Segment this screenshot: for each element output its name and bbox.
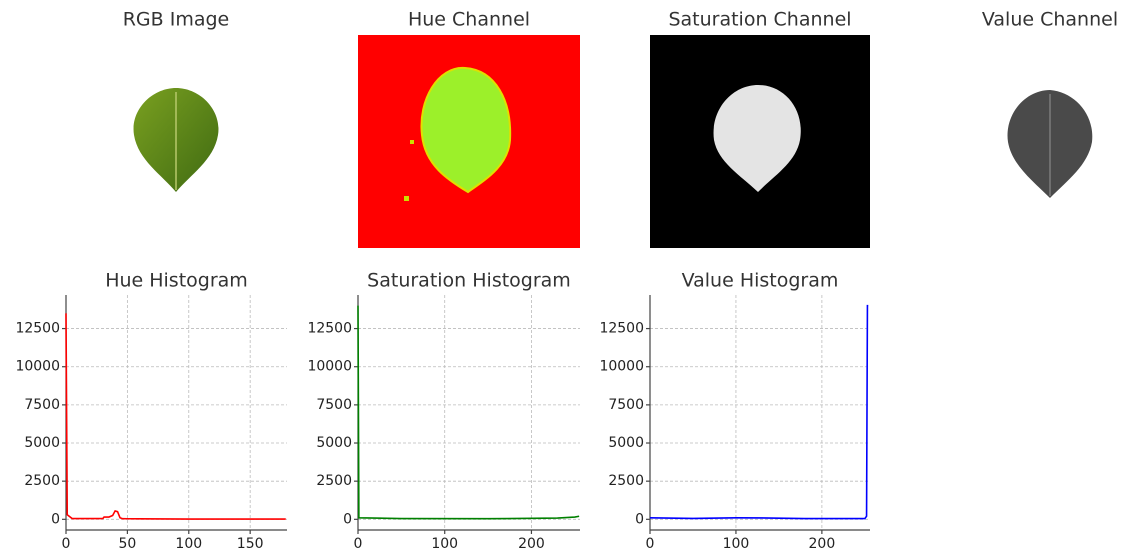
x-tick-label: 100 [723, 536, 750, 552]
histogram-line [66, 313, 286, 519]
y-tick-label: 7500 [316, 397, 352, 413]
y-tick-label: 7500 [24, 397, 60, 413]
y-tick-label: 10000 [15, 359, 60, 375]
y-tick-label: 2500 [608, 473, 644, 489]
x-tick-label: 0 [354, 536, 363, 552]
x-tick-label: 200 [809, 536, 836, 552]
y-tick-label: 5000 [316, 435, 352, 451]
saturation-image [650, 35, 870, 248]
y-tick-label: 2500 [24, 473, 60, 489]
figure: RGB Image Hue Channel Saturation Channel Va… [0, 0, 1137, 554]
y-tick-label: 12500 [307, 321, 352, 337]
y-tick-label: 0 [343, 511, 352, 527]
image-title: Saturation Channel [668, 9, 851, 31]
y-tick-label: 5000 [24, 435, 60, 451]
image-title: RGB Image [123, 9, 230, 31]
y-tick-label: 0 [635, 511, 644, 527]
x-tick-label: 100 [431, 536, 458, 552]
y-tick-label: 12500 [15, 321, 60, 337]
y-tick-label: 12500 [599, 321, 644, 337]
x-tick-label: 150 [237, 536, 264, 552]
rgb-image [134, 88, 219, 192]
chart-title: Value Histogram [682, 270, 839, 292]
chart-title: Saturation Histogram [367, 270, 571, 292]
value-image [1008, 90, 1093, 198]
y-tick-label: 10000 [307, 359, 352, 375]
x-tick-label: 100 [175, 536, 202, 552]
hue-image [358, 35, 580, 248]
x-tick-label: 0 [646, 536, 655, 552]
chart-title: Hue Histogram [105, 270, 248, 292]
x-tick-label: 50 [118, 536, 136, 552]
y-tick-label: 10000 [599, 359, 644, 375]
image-title: Hue Channel [408, 9, 530, 31]
y-tick-label: 5000 [608, 435, 644, 451]
image-title: Value Channel [982, 9, 1118, 31]
y-tick-label: 0 [51, 511, 60, 527]
y-tick-label: 7500 [608, 397, 644, 413]
histogram-line [650, 306, 868, 519]
x-tick-label: 0 [62, 536, 71, 552]
x-tick-label: 200 [518, 536, 545, 552]
histogram-line [358, 306, 579, 519]
y-tick-label: 2500 [316, 473, 352, 489]
